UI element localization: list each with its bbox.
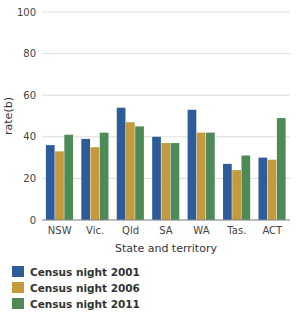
grid-line [42,220,290,221]
bar [197,133,206,220]
x-tick-label: Qld [122,225,139,236]
x-tick-label: ACT [262,225,283,236]
y-tick-label: 60 [23,90,36,101]
bar [46,145,55,220]
bar [277,118,286,220]
x-tick-label: WA [193,225,209,236]
x-tick-label: NSW [48,225,72,236]
bar [206,133,215,220]
bar [258,158,267,220]
bar [241,156,250,220]
bar [117,108,126,220]
y-tick-label: 20 [23,173,36,184]
grid-line [42,95,290,96]
legend-swatch [12,282,24,293]
bar [91,147,100,220]
x-axis-line [42,220,290,221]
x-tick-label: Tas. [226,225,246,236]
y-tick-label: 80 [23,48,36,59]
bars [46,108,286,220]
y-tick-label: 40 [23,131,36,142]
bar [81,139,90,220]
legend-label: Census night 2006 [30,282,140,294]
bar [100,133,109,220]
grid-line [42,12,290,13]
bar [171,143,180,220]
bar [135,126,144,220]
y-tick-label: 0 [30,215,36,226]
chart: 0 20 40 60 80 100 NSW Vic. Qld SA WA Tas. ACT State a… [0,0,300,328]
bar [232,170,241,220]
legend-swatch [12,298,24,309]
legend: Census night 2001 Census night 2006 Census… [12,266,140,310]
bar [64,135,73,220]
legend-swatch [12,266,24,277]
grid-line [42,53,290,54]
bar [55,151,64,220]
bar [152,137,161,220]
x-axis-label: State and territory [115,242,217,255]
grid-line [42,136,290,137]
legend-label: Census night 2001 [30,266,140,278]
bar [161,143,170,220]
bar [188,110,197,220]
x-tick-label: Vic. [86,225,104,236]
x-tick-label: SA [159,225,173,236]
bar [223,164,232,220]
y-axis-label: rate(b) [2,97,15,135]
bar [268,160,277,220]
y-tick-label: 100 [17,7,36,18]
bar [126,122,135,220]
legend-label: Census night 2011 [30,298,140,310]
